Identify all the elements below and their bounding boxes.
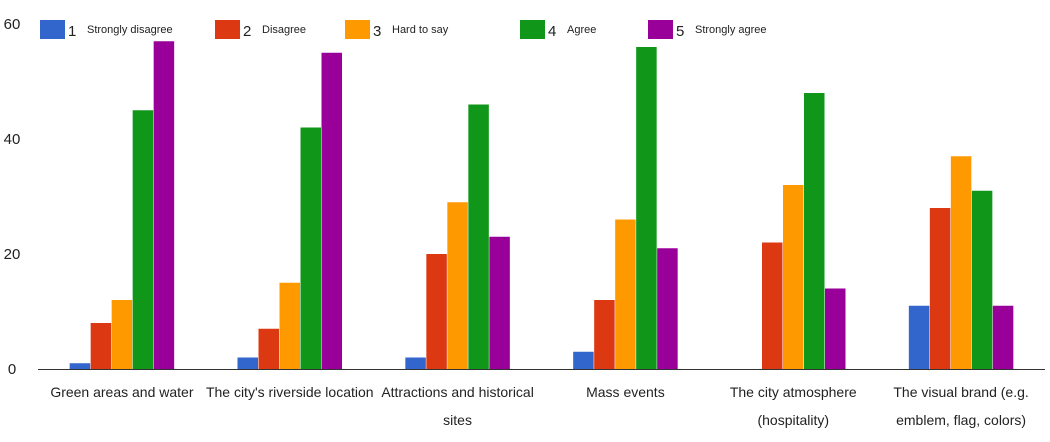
- legend-number: 2: [243, 23, 251, 40]
- bar-2-4: [594, 300, 615, 369]
- y-tick-label: 0: [8, 361, 16, 378]
- bar-2-3: [426, 254, 447, 369]
- bar-1-6: [908, 305, 930, 369]
- legend-number: 5: [676, 23, 684, 40]
- bar-1-1: [69, 363, 91, 369]
- bar-4-1: [132, 110, 154, 369]
- bar-5-4: [657, 248, 678, 369]
- x-category-label: The visual brand (e.g.: [893, 384, 1028, 400]
- legend-item[interactable]: 3 Hard to say: [345, 20, 449, 40]
- legend-label: Disagree: [262, 24, 306, 36]
- legend-label: Agree: [567, 24, 596, 36]
- legend-swatch: [215, 20, 240, 39]
- legend-number: 4: [548, 23, 556, 40]
- bars: [69, 41, 1014, 369]
- legend-label: Hard to say: [392, 24, 449, 36]
- bar-3-1: [111, 300, 133, 369]
- y-tick-label: 40: [4, 131, 21, 148]
- bar-2-6: [929, 208, 951, 369]
- legend-number: 1: [68, 23, 76, 40]
- bar-4-6: [971, 190, 993, 369]
- bar-5-3: [489, 236, 510, 369]
- legend-label: Strongly agree: [695, 24, 767, 36]
- legend-item[interactable]: 4 Agree: [520, 20, 596, 40]
- x-category-label: emblem, flag, colors): [896, 412, 1026, 428]
- x-category-label: (hospitality): [757, 412, 829, 428]
- x-category-label: Attractions and historical: [381, 384, 534, 400]
- legend-number: 3: [373, 23, 381, 40]
- x-category-label: The city atmosphere: [730, 384, 857, 400]
- x-category-label: The city's riverside location: [206, 384, 374, 400]
- legend-item[interactable]: 1 Strongly disagree: [40, 20, 173, 40]
- bar-1-2: [237, 357, 258, 369]
- legend-label: Strongly disagree: [87, 24, 173, 36]
- y-tick-label: 60: [4, 16, 21, 33]
- legend: 1 Strongly disagree 2 Disagree 3 Hard to say 4…: [40, 20, 767, 40]
- x-category-label: Mass events: [586, 384, 665, 400]
- bar-1-3: [405, 357, 426, 369]
- bar-3-3: [447, 202, 468, 369]
- bar-3-6: [950, 156, 972, 369]
- y-axis: 0 20 40 60: [4, 16, 1045, 378]
- bar-2-2: [258, 328, 279, 369]
- bar-4-5: [804, 93, 825, 369]
- legend-swatch: [345, 20, 370, 39]
- legend-swatch: [40, 20, 65, 39]
- bar-2-1: [90, 323, 112, 369]
- bar-5-5: [825, 288, 846, 369]
- bar-5-1: [153, 41, 175, 369]
- bar-3-4: [615, 219, 636, 369]
- bar-5-6: [992, 305, 1014, 369]
- legend-item[interactable]: 2 Disagree: [215, 20, 306, 40]
- legend-item[interactable]: 5 Strongly agree: [648, 20, 767, 40]
- x-category-label: Green areas and water: [50, 384, 194, 400]
- bar-4-2: [300, 127, 321, 369]
- bar-4-3: [468, 104, 489, 369]
- bar-5-2: [321, 52, 342, 369]
- x-category-label: sites: [443, 412, 472, 428]
- legend-swatch: [520, 20, 545, 39]
- x-axis-labels: Green areas and water The city's riversid…: [50, 384, 1028, 428]
- bar-3-2: [279, 282, 300, 369]
- y-tick-label: 20: [4, 246, 21, 263]
- bar-3-5: [783, 185, 804, 369]
- bar-1-4: [573, 351, 594, 369]
- bar-4-4: [636, 47, 657, 369]
- bar-2-5: [762, 242, 783, 369]
- legend-swatch: [648, 20, 673, 39]
